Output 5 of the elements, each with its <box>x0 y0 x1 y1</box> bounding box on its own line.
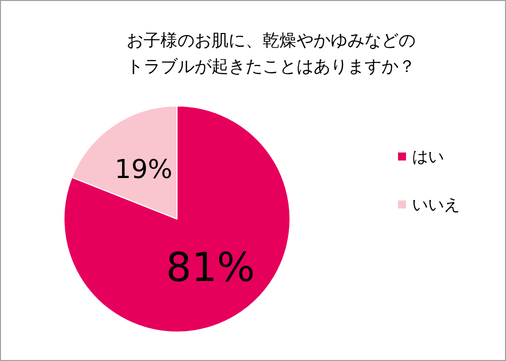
legend-label: はい <box>412 147 444 166</box>
data-label: 81% <box>166 245 255 292</box>
legend-label: いいえ <box>412 195 460 214</box>
data-label: 19% <box>114 154 172 185</box>
chart-title: お子様のお肌に、乾燥やかゆみなどのトラブルが起きたことはありますか？ <box>126 31 416 77</box>
